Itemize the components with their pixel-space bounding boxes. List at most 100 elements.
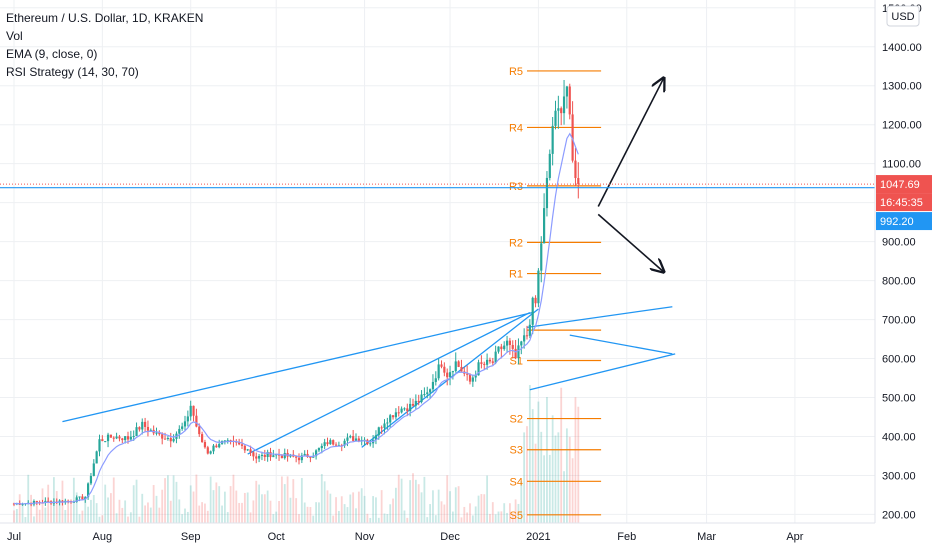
candle xyxy=(451,370,454,380)
price-axis[interactable] xyxy=(874,0,932,523)
volume-bar xyxy=(155,495,158,523)
candle-body xyxy=(537,270,540,304)
candle-body xyxy=(255,456,258,459)
candle-body xyxy=(126,436,130,440)
volume-bar xyxy=(523,432,526,523)
volume-bar xyxy=(252,500,255,523)
candle-body xyxy=(508,340,511,345)
candle-body xyxy=(369,443,372,445)
volume-bar xyxy=(215,482,218,523)
candle xyxy=(486,353,489,370)
candle-body xyxy=(357,438,360,442)
candle-body xyxy=(260,454,264,457)
candle-body xyxy=(209,451,212,454)
candle-body xyxy=(161,434,164,439)
volume-bar xyxy=(104,484,107,523)
candle-body xyxy=(391,415,395,418)
volume-bar xyxy=(283,484,286,523)
volume-bar xyxy=(58,500,61,523)
legend-ema[interactable]: EMA (9, close, 0) xyxy=(6,47,97,61)
volume-bar xyxy=(469,503,471,523)
candle-body xyxy=(146,426,150,431)
pivot-label: R3 xyxy=(509,181,523,193)
volume-bar xyxy=(517,503,520,523)
volume-bar xyxy=(412,473,414,523)
candle-body xyxy=(95,451,98,464)
trendline xyxy=(62,311,533,423)
price-tick-label: 600.00 xyxy=(882,354,916,366)
pivot-label: S4 xyxy=(510,476,523,488)
candle-body xyxy=(574,160,577,179)
volume-bar xyxy=(224,491,226,523)
candle xyxy=(186,410,189,427)
candle xyxy=(443,362,446,377)
candle xyxy=(329,438,332,445)
volume-bar xyxy=(72,477,75,523)
price-tick-label: 400.00 xyxy=(882,431,916,443)
candle-body xyxy=(523,335,526,342)
volume-bar xyxy=(417,484,420,523)
time-tick-label: Mar xyxy=(697,531,716,543)
candle xyxy=(292,450,295,458)
volume-bar xyxy=(201,502,203,523)
price-tick-label: 1400.00 xyxy=(882,42,922,54)
volume-bar xyxy=(449,491,451,523)
candle-body xyxy=(377,427,380,436)
candle-body xyxy=(226,440,229,442)
volume-bar xyxy=(218,486,221,523)
volume-bar xyxy=(164,478,166,523)
candle-body xyxy=(238,442,241,445)
candle xyxy=(138,426,141,432)
volume-bar xyxy=(557,432,560,523)
volume-bar xyxy=(98,516,101,523)
candle-body xyxy=(266,451,269,458)
candle-body xyxy=(380,427,383,429)
candle xyxy=(44,497,47,506)
legend-vol[interactable]: Vol xyxy=(6,29,23,43)
candle xyxy=(491,357,494,366)
candle-body xyxy=(437,364,440,379)
candle-body xyxy=(554,110,557,126)
volume-bar xyxy=(186,511,189,523)
volume-bar xyxy=(352,492,355,523)
candle-body xyxy=(258,456,261,459)
currency-button[interactable]: USD xyxy=(886,5,920,27)
volume-bar xyxy=(306,506,309,523)
candle xyxy=(551,116,554,166)
candle-body xyxy=(84,497,87,500)
volume-bar xyxy=(400,478,403,523)
trendline xyxy=(529,353,676,391)
candle xyxy=(109,434,112,438)
candle xyxy=(349,434,352,439)
time-axis[interactable] xyxy=(0,522,932,550)
pivot-label: S2 xyxy=(510,414,523,426)
candle xyxy=(406,403,409,417)
currency-label: USD xyxy=(891,11,914,23)
volume-bar xyxy=(338,510,340,523)
candle xyxy=(283,448,286,460)
candle xyxy=(144,417,147,433)
volume-bar xyxy=(115,513,118,523)
candle-body xyxy=(431,381,435,390)
volume-bar xyxy=(386,514,389,523)
candle-body xyxy=(446,372,449,378)
candle xyxy=(488,357,492,364)
trendline xyxy=(569,334,673,355)
candle-body xyxy=(112,437,115,439)
candle-body xyxy=(323,442,326,446)
volume-bar xyxy=(13,510,15,523)
candle-body xyxy=(511,344,514,349)
candle-body xyxy=(383,423,386,428)
candle-body xyxy=(346,437,349,441)
volume-bar xyxy=(87,506,89,523)
candle xyxy=(297,453,301,465)
candle xyxy=(175,431,178,444)
volume-bar xyxy=(70,499,72,523)
volume-bar xyxy=(534,443,537,523)
candle xyxy=(92,459,95,477)
volume-bar xyxy=(366,513,369,523)
legend-rsi[interactable]: RSI Strategy (14, 30, 70) xyxy=(6,65,139,79)
volume-bar xyxy=(332,515,335,523)
volume-bar xyxy=(423,476,426,523)
